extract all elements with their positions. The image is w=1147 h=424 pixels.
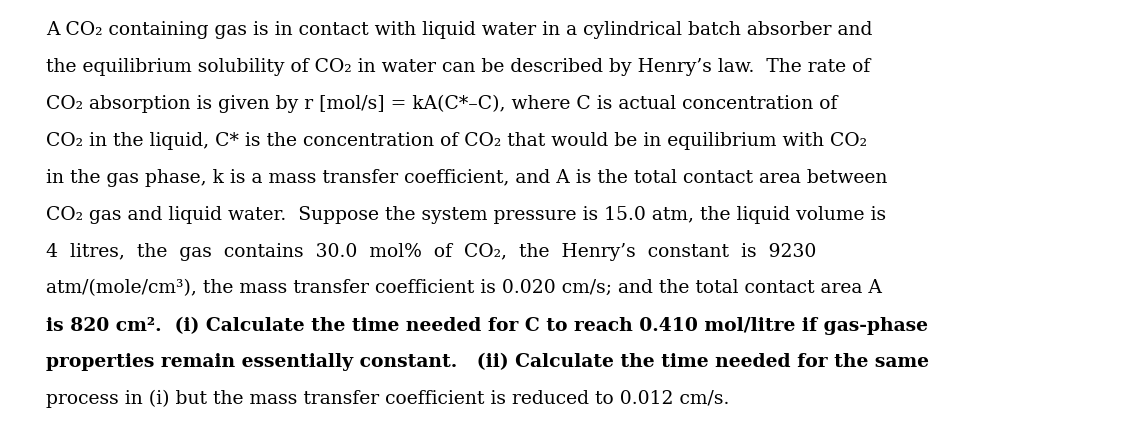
Text: 4  litres,  the  gas  contains  30.0  mol%  of  CO₂,  the  Henry’s  constant  is: 4 litres, the gas contains 30.0 mol% of … [46,243,817,260]
Text: CO₂ absorption is given by r [mol/s] = kA(C*–C), where C is actual concentration: CO₂ absorption is given by r [mol/s] = k… [46,95,837,113]
Text: CO₂ gas and liquid water.  Suppose the system pressure is 15.0 atm, the liquid v: CO₂ gas and liquid water. Suppose the sy… [46,206,885,223]
Text: is 820 cm².  (i) Calculate the time needed for C to reach 0.410 mol/litre if gas: is 820 cm². (i) Calculate the time neede… [46,316,928,335]
Text: properties remain essentially constant.   (ii) Calculate the time needed for the: properties remain essentially constant. … [46,353,929,371]
Text: atm/(mole/cm³), the mass transfer coefficient is 0.020 cm/s; and the total conta: atm/(mole/cm³), the mass transfer coeffi… [46,279,882,297]
Text: process in (i) but the mass transfer coefficient is reduced to 0.012 cm/s.: process in (i) but the mass transfer coe… [46,390,729,408]
Text: A CO₂ containing gas is in contact with liquid water in a cylindrical batch abso: A CO₂ containing gas is in contact with … [46,21,872,39]
Text: the equilibrium solubility of CO₂ in water can be described by Henry’s law.  The: the equilibrium solubility of CO₂ in wat… [46,58,871,76]
Text: CO₂ in the liquid, C* is the concentration of CO₂ that would be in equilibrium w: CO₂ in the liquid, C* is the concentrati… [46,132,867,150]
Text: in the gas phase, k is a mass transfer coefficient, and A is the total contact a: in the gas phase, k is a mass transfer c… [46,169,888,187]
